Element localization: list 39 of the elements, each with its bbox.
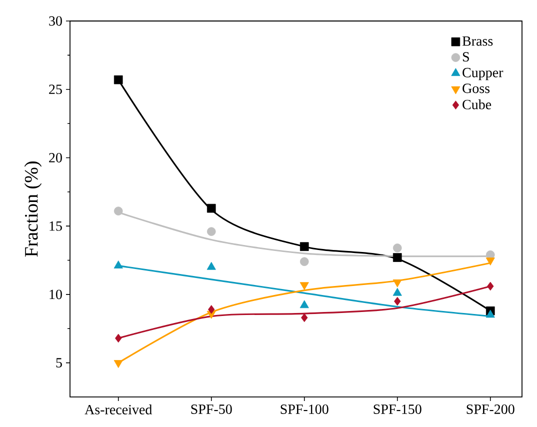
point: [206, 204, 216, 213]
y-tick-label: 10: [50, 290, 62, 300]
point: [486, 310, 495, 318]
point: [392, 288, 402, 296]
point: [115, 334, 122, 343]
x-tick-label: As-received: [84, 404, 152, 414]
y-tick-label: 30: [49, 16, 62, 26]
point: [114, 360, 123, 368]
point: [300, 300, 309, 308]
x-tick-label: SPF-50: [191, 404, 232, 414]
point: [300, 257, 309, 266]
point: [394, 296, 401, 306]
legend-label: Goss: [462, 84, 490, 94]
y-tick-label: 20: [49, 152, 62, 162]
point: [301, 313, 308, 322]
point: [392, 244, 402, 252]
point: [487, 282, 494, 291]
point: [300, 282, 309, 290]
legend-label: S: [462, 52, 469, 62]
y-axis-title: Fraction (%): [24, 162, 42, 257]
x-tick-label: SPF-100: [280, 404, 328, 414]
point: [114, 75, 123, 84]
point: [206, 227, 216, 236]
point: [206, 262, 216, 270]
point: [300, 242, 309, 251]
point: [486, 258, 495, 266]
point: [114, 260, 123, 268]
y-tick-label: 15: [50, 221, 62, 231]
point: [208, 305, 215, 314]
y-tick-label: 25: [49, 84, 62, 94]
y-tick-label: 5: [56, 358, 62, 368]
point: [392, 279, 402, 288]
point: [114, 206, 123, 216]
x-tick-label: SPF-150: [374, 404, 422, 414]
point: [392, 253, 402, 262]
legend-label: Brass: [462, 36, 493, 46]
x-tick-label: SPF-200: [466, 404, 514, 414]
legend-label: Cube: [462, 99, 492, 110]
legend-label: Cupper: [462, 68, 504, 80]
